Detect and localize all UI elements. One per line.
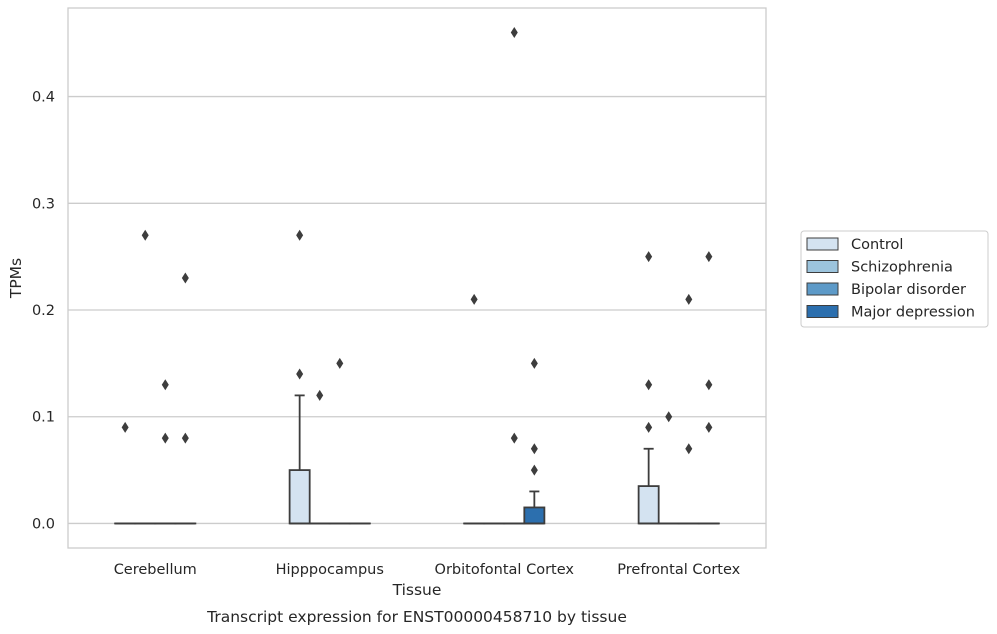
outlier-point (470, 293, 478, 305)
outlier-point (705, 251, 713, 263)
outlier-point (645, 251, 653, 263)
legend: Control Schizophrenia Bipolar disorder Majo… (800, 230, 989, 328)
legend-swatch (806, 282, 839, 296)
x-tick-label: Cerebellum (114, 562, 197, 578)
outlier-point (296, 368, 304, 380)
outlier-point (121, 421, 129, 433)
legend-label: Major depression (851, 305, 975, 321)
outlier-point (510, 432, 518, 444)
x-tick-label: Prefrontal Cortex (617, 562, 740, 578)
outlier-point (336, 357, 344, 369)
box-body (523, 506, 546, 525)
boxes (114, 394, 720, 525)
y-tick-label: 0.1 (32, 410, 55, 426)
outlier-point (510, 27, 518, 39)
box-control (288, 394, 311, 525)
legend-swatch (806, 305, 839, 318)
outlier-point (530, 464, 538, 476)
box-body (288, 469, 311, 525)
outlier-point (141, 229, 149, 241)
legend-label: Schizophrenia (851, 260, 953, 276)
outlier-point (705, 421, 713, 433)
legend-items: Control Schizophrenia Bipolar disorder Majo… (806, 237, 975, 321)
outlier-point (685, 443, 693, 455)
legend-swatch (806, 237, 839, 251)
y-tick-labels: 0.0 0.1 0.2 0.3 0.4 (32, 90, 55, 533)
outlier-point (705, 379, 713, 391)
outlier-point (181, 272, 189, 284)
legend-frame (800, 230, 989, 328)
outlier-point (296, 229, 304, 241)
outliers (121, 27, 713, 476)
x-axis-label: Tissue (392, 581, 442, 599)
outlier-point (161, 379, 169, 391)
legend-label: Control (851, 237, 903, 253)
x-tick-labels: Cerebellum Hipppocampus Orbitofontal Corte… (114, 562, 741, 578)
outlier-point (530, 357, 538, 369)
outlier-point (685, 293, 693, 305)
x-tick-label: Orbitofontal Cortex (435, 562, 575, 578)
outlier-point (645, 379, 653, 391)
legend-swatch (806, 260, 839, 273)
x-tick-label: Hipppocampus (276, 562, 384, 578)
gridlines (68, 95, 766, 525)
box-control (637, 447, 660, 525)
plot-frame (67, 7, 767, 549)
y-axis-label: TPMs (7, 258, 25, 299)
y-tick-label: 0.3 (32, 196, 55, 212)
outlier-point (181, 432, 189, 444)
outlier-point (530, 443, 538, 455)
y-tick-label: 0.2 (32, 303, 55, 319)
legend-label: Bipolar disorder (851, 282, 966, 298)
outlier-point (316, 389, 324, 401)
chart-caption: Transcript expression for ENST0000045871… (206, 608, 627, 626)
outlier-point (645, 421, 653, 433)
outlier-point (665, 411, 673, 423)
outlier-point (161, 432, 169, 444)
y-tick-label: 0.4 (32, 90, 55, 106)
y-tick-label: 0.0 (32, 516, 55, 532)
box-body (637, 485, 660, 525)
box-major-depression (523, 490, 546, 525)
